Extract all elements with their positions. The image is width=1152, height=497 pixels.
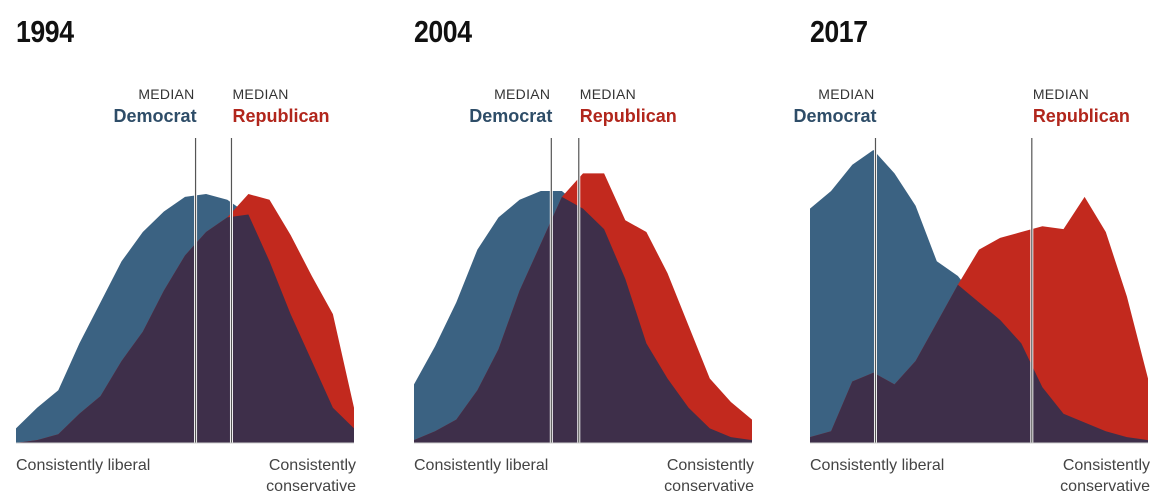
democrat-area (810, 150, 1148, 443)
x-start-label: Consistently liberal (810, 457, 945, 474)
democrat-median-name: Democrat (793, 106, 877, 126)
chart-panel-1994: 1994 MEDIAN Democrat MEDIAN Republican Consis… (16, 0, 396, 495)
democrat-median-prefix: MEDIAN (818, 86, 875, 102)
republican-median-prefix: MEDIAN (579, 86, 637, 102)
x-start-label: Consistently liberal (16, 457, 151, 474)
democrat-median-prefix: MEDIAN (494, 86, 551, 102)
democrat-median-name: Democrat (469, 106, 553, 126)
republican-median-prefix: MEDIAN (1032, 86, 1090, 102)
chart-title: 2017 (810, 14, 868, 49)
chart-title: 2004 (414, 14, 472, 49)
x-end-label: Consistently conservative (1060, 457, 1150, 495)
chart-panel-2004: 2004 MEDIAN Democrat MEDIAN Republican Consis… (414, 0, 794, 495)
overlap-area (810, 284, 1148, 443)
republican-median-prefix: MEDIAN (232, 86, 289, 102)
republican-median-name: Republican (232, 106, 330, 126)
overlap-area (414, 196, 752, 443)
overlap-area (16, 214, 354, 443)
x-end-label: Consistently conservative (266, 457, 356, 495)
plot-svg (16, 138, 354, 444)
republican-median-name: Republican (579, 106, 677, 126)
x-start-label: Consistently liberal (414, 457, 549, 474)
plot-svg (414, 138, 752, 444)
democrat-median-prefix: MEDIAN (138, 86, 195, 102)
plot-svg (810, 138, 1148, 444)
x-end-label: Consistently conservative (664, 457, 754, 495)
democrat-median-name: Democrat (113, 106, 197, 126)
chart-title: 1994 (16, 14, 74, 49)
republican-median-name: Republican (1032, 106, 1130, 126)
chart-panel-2017: 2017 MEDIAN Democrat MEDIAN Republican Consis… (793, 0, 1152, 495)
